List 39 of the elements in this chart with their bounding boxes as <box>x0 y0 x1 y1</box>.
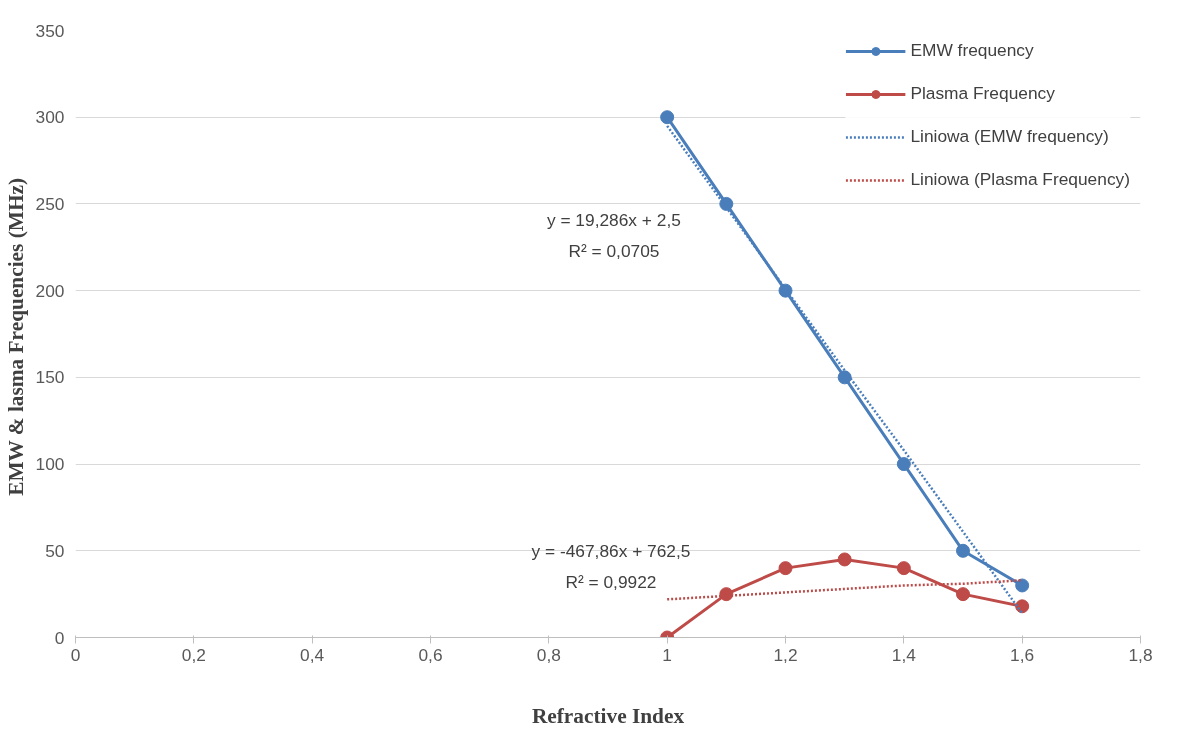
y-tick-label: 100 <box>35 454 65 475</box>
y-tick-label: 300 <box>35 107 65 128</box>
y-tick-label: 200 <box>35 280 65 301</box>
point <box>896 561 911 576</box>
point <box>660 110 675 125</box>
point <box>778 561 793 576</box>
x-tick-label: 1,4 <box>891 644 917 665</box>
x-tick-label: 1,8 <box>1128 644 1153 665</box>
point <box>896 457 911 472</box>
x-tick-label: 1,2 <box>773 644 798 665</box>
x-tick-label: 0,2 <box>181 644 206 665</box>
point <box>719 587 734 602</box>
annotation: y = 19,286x + 2,5 <box>546 209 681 230</box>
x-tick-label: 0,8 <box>536 644 561 665</box>
point <box>1015 578 1030 593</box>
y-tick-label: 0 <box>54 627 65 648</box>
point <box>956 587 970 602</box>
x-tick-label: 0,4 <box>300 644 325 665</box>
x-tick-label: 0,6 <box>418 644 443 665</box>
point <box>837 370 852 385</box>
legend-label: Liniowa (EMW frequency) <box>910 126 1109 147</box>
y-tick-label: 350 <box>35 20 65 41</box>
legend-label: Plasma Frequency <box>910 83 1055 104</box>
annotation: R² = 0,0705 <box>568 240 660 261</box>
point <box>837 552 852 567</box>
x-tick-label: 1,6 <box>1010 644 1035 665</box>
x-tick-label: 1 <box>662 644 672 665</box>
point <box>956 543 970 558</box>
x-axis-title: Refractive Index <box>531 703 685 728</box>
y-axis-title: EMW & lasma Frequencies (MHz) <box>3 177 28 496</box>
legend-label: Liniowa (Plasma Frequency) <box>910 169 1130 190</box>
y-tick-label: 50 <box>45 540 65 561</box>
annotation: y = -467,86x + 762,5 <box>531 540 691 561</box>
y-tick-label: 150 <box>35 367 65 388</box>
annotation: R² = 0,9922 <box>565 572 657 592</box>
legend-label: EMW frequency <box>910 40 1034 61</box>
point <box>719 196 734 211</box>
x-tick-label: 0 <box>70 644 81 665</box>
y-tick-label: 250 <box>35 193 65 214</box>
